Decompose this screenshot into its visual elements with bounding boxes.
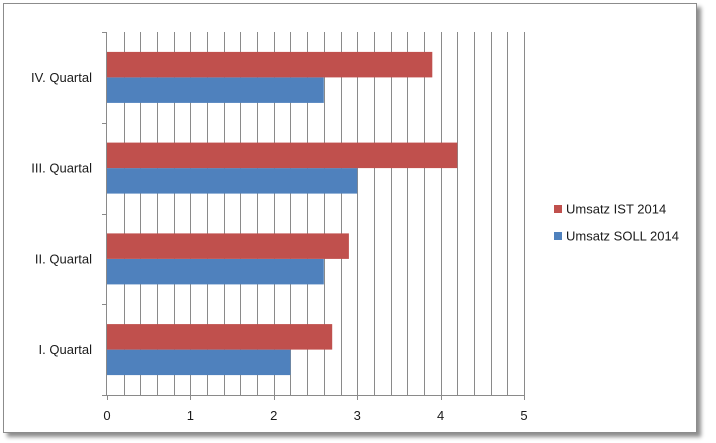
bar-ist-1 bbox=[107, 324, 333, 350]
bar-soll-1 bbox=[107, 349, 291, 376]
category-label: I. Quartal bbox=[39, 342, 93, 357]
category-label: III. Quartal bbox=[31, 161, 92, 176]
x-tick-label: 3 bbox=[354, 408, 361, 423]
bars bbox=[107, 51, 458, 376]
bar-ist-4 bbox=[107, 51, 433, 78]
legend-swatch bbox=[554, 232, 562, 240]
x-tick-label: 1 bbox=[187, 408, 194, 423]
bar-soll-4 bbox=[107, 77, 324, 103]
bar-soll-3 bbox=[107, 168, 358, 194]
bar-ist-3 bbox=[107, 142, 458, 169]
legend-swatch bbox=[554, 205, 562, 213]
legend-label: Umsatz IST 2014 bbox=[566, 202, 666, 217]
x-tick-label: 2 bbox=[270, 408, 277, 423]
category-label: II. Quartal bbox=[35, 251, 92, 266]
x-tick-label: 0 bbox=[103, 408, 110, 423]
category-label: IV. Quartal bbox=[31, 70, 92, 85]
bar-soll-2 bbox=[107, 258, 324, 285]
bar-ist-2 bbox=[107, 233, 349, 259]
x-tick-label: 5 bbox=[520, 408, 527, 423]
legend: Umsatz IST 2014 Umsatz SOLL 2014 bbox=[554, 202, 679, 244]
axes: I. Quartal II. Quartal III. Quartal IV. Qua… bbox=[31, 32, 528, 423]
legend-label: Umsatz SOLL 2014 bbox=[566, 229, 679, 244]
x-tick-label: 4 bbox=[437, 408, 444, 423]
